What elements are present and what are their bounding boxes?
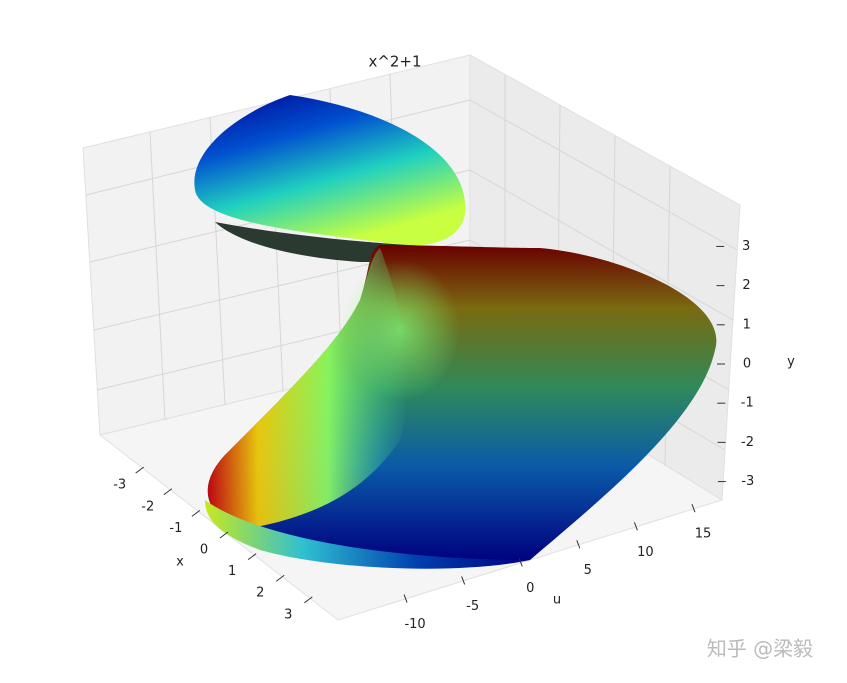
u-tick xyxy=(633,522,638,531)
u-tick xyxy=(518,558,523,567)
y-tick-label: -1 xyxy=(741,396,754,411)
u-tick-label: 15 xyxy=(695,527,712,542)
x-tick-label: 0 xyxy=(200,543,208,558)
x-tick-label: 2 xyxy=(256,586,264,601)
y-tick-label: 2 xyxy=(742,278,750,293)
x-tick xyxy=(163,488,173,496)
u-tick xyxy=(576,540,581,549)
x-tick xyxy=(304,596,313,604)
y-tick-label: 3 xyxy=(742,239,750,254)
u-tick xyxy=(691,504,696,513)
x-tick xyxy=(219,531,229,539)
x-tick-label: -1 xyxy=(169,521,182,536)
u-tick-label: 0 xyxy=(526,581,534,596)
x-tick-label: 1 xyxy=(228,564,236,579)
surface xyxy=(194,95,717,569)
x-tick-label: 3 xyxy=(284,607,292,622)
chart-title: x^2+1 xyxy=(368,53,421,71)
x-tick xyxy=(275,574,285,582)
y-axis-label: y xyxy=(787,355,795,370)
watermark: 知乎 @梁毅 xyxy=(707,637,813,661)
u-tick-label: 5 xyxy=(584,563,592,578)
u-tick-label: 10 xyxy=(637,545,654,560)
x-axis-label: x xyxy=(176,555,184,570)
u-axis-label: u xyxy=(553,593,561,608)
y-tick-label: 1 xyxy=(743,317,751,332)
x-tick xyxy=(135,466,144,474)
x-tick xyxy=(247,553,257,561)
u-tick-label: -10 xyxy=(404,617,425,632)
y-tick-label: -3 xyxy=(741,474,754,489)
y-tick-label: -2 xyxy=(741,435,754,450)
x-tick-label: -3 xyxy=(113,478,126,493)
u-tick-label: -5 xyxy=(466,599,479,614)
u-tick xyxy=(403,594,408,603)
y-tick-label: 0 xyxy=(743,357,751,372)
x-tick-label: -2 xyxy=(141,499,154,514)
u-tick xyxy=(461,576,466,585)
x-tick xyxy=(191,509,201,517)
